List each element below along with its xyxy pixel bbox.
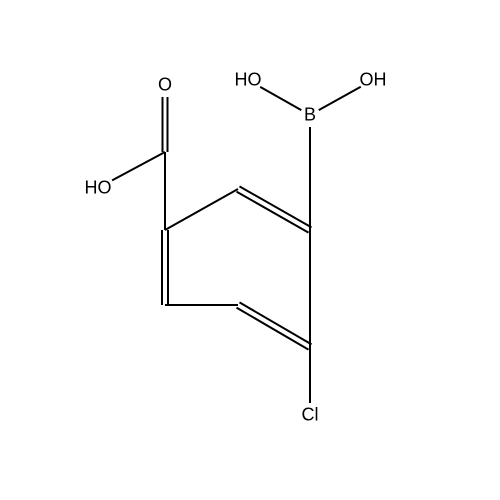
atom-label-Cl: Cl <box>302 405 319 426</box>
bond-line <box>319 87 361 110</box>
atom-label-O2: OH <box>360 70 387 91</box>
bond-line <box>236 308 308 350</box>
atom-label-O1: HO <box>235 70 262 91</box>
bond-line <box>165 189 238 230</box>
bond-line <box>240 302 312 344</box>
bond-line <box>237 192 309 233</box>
atom-label-O3: O <box>158 75 172 96</box>
bond-line <box>112 152 165 180</box>
atom-label-O4: HO <box>85 178 112 199</box>
bond-line <box>239 186 311 227</box>
bond-line <box>260 87 301 110</box>
atom-label-B: B <box>304 105 316 126</box>
molecule-diagram: Cl B HO OH O HO <box>0 0 500 500</box>
